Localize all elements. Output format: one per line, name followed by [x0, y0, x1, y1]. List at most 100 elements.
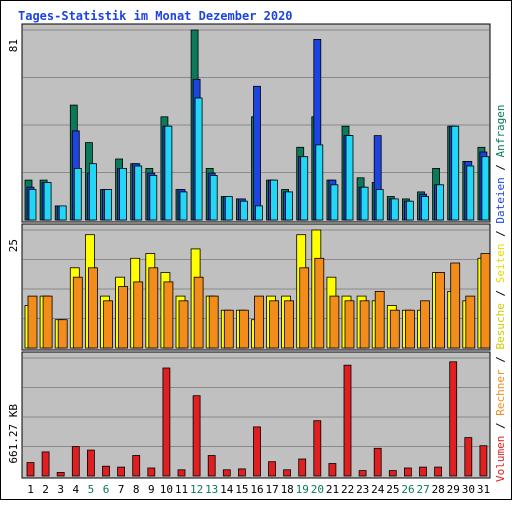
bar-top-s2-d15	[239, 200, 248, 221]
x-tick-label: 1	[27, 483, 34, 496]
bar-top-s2-d13	[209, 174, 218, 221]
x-tick-label: 7	[118, 483, 125, 496]
bar-bottom-s0-d12	[192, 395, 201, 477]
x-tick-label: 10	[160, 483, 173, 496]
legend-part: /	[494, 224, 507, 244]
bar-bottom-s0-d29	[449, 361, 458, 477]
panel-bottom: 661.27 KB	[7, 351, 491, 479]
bar-top-s2-d5	[89, 163, 97, 221]
bar-bottom-s0-d10	[162, 367, 171, 477]
bar-bottom-s0-d22	[343, 364, 352, 477]
bar-bottom-s0-d5	[87, 449, 95, 477]
bar-middle-s1-d28	[435, 272, 446, 349]
bar-middle-s1-d25	[389, 309, 400, 349]
panel-middle: 25	[7, 223, 491, 351]
legend-part: Dateien	[494, 177, 507, 223]
legend-part: Besuche	[494, 303, 507, 349]
bar-middle-s1-d12	[193, 276, 204, 349]
bar-bottom-s0-d9	[147, 467, 156, 477]
x-tick-label: 13	[205, 483, 218, 496]
x-tick-label: 11	[175, 483, 188, 496]
bar-middle-s1-d31	[480, 253, 491, 349]
bar-middle-s1-d10	[163, 281, 174, 349]
bar-top-s2-d9	[149, 174, 158, 221]
bar-top-s2-d24	[375, 189, 384, 221]
bar-middle-s1-d16	[254, 295, 264, 349]
x-tick-label: 5	[88, 483, 95, 496]
bar-middle-s1-d13	[208, 295, 219, 349]
bar-middle-s1-d19	[299, 267, 310, 349]
legend-part: /	[494, 283, 507, 303]
x-tick-label: 8	[133, 483, 140, 496]
x-tick-label: 14	[220, 483, 234, 496]
bar-middle-s1-d11	[178, 300, 189, 349]
bar-bottom-s0-d8	[132, 455, 141, 477]
bar-top-s2-d17	[270, 179, 278, 221]
x-tick-label: 27	[416, 483, 429, 496]
bar-top-s2-d28	[436, 184, 445, 221]
bar-top-s2-d29	[451, 125, 460, 221]
bar-middle-s1-d6	[103, 300, 113, 349]
bar-middle-s1-d2	[42, 295, 53, 349]
x-axis-labels: 1 2 3 4 5 6 7 8 9 10 11 12 13 14 15 16 17 18 19 20 21 22 23 24 2…	[27, 483, 490, 496]
bar-top-s2-d27	[421, 196, 429, 221]
legend-part: Volumen	[494, 436, 507, 482]
bar-bottom-s0-d27	[419, 466, 427, 477]
bar-top-s2-d23	[360, 186, 369, 221]
bar-top-s2-d18	[285, 191, 294, 221]
bar-middle-s1-d1	[27, 295, 38, 349]
bar-bottom-s0-d21	[328, 463, 337, 477]
y-max-label: 25	[7, 239, 20, 252]
x-tick-label: 29	[447, 483, 460, 496]
bar-top-s2-d2	[43, 182, 52, 221]
bar-middle-s1-d9	[148, 267, 159, 349]
bar-bottom-s0-d18	[283, 469, 292, 477]
bar-top-s2-d16	[255, 205, 263, 221]
bar-bottom-s0-d26	[403, 467, 412, 477]
bar-middle-s1-d21	[329, 295, 340, 349]
bar-bottom-s0-d16	[253, 426, 261, 477]
bar-bottom-s0-d31	[479, 445, 488, 477]
x-tick-label: 30	[462, 483, 475, 496]
bar-bottom-s0-d13	[207, 455, 216, 477]
bar-middle-s1-d27	[420, 300, 430, 349]
bar-top-s2-d30	[466, 165, 475, 221]
x-tick-label: 26	[401, 483, 414, 496]
x-tick-label: 4	[72, 483, 79, 496]
legend-part: Rechner	[494, 369, 507, 416]
bar-middle-s1-d24	[374, 290, 385, 349]
chart-title: Tages-Statistik im Monat Dezember 2020	[18, 9, 293, 23]
bar-bottom-s0-d2	[41, 451, 50, 477]
x-tick-label: 28	[432, 483, 445, 496]
x-tick-label: 24	[371, 483, 385, 496]
bar-top-s2-d19	[300, 156, 309, 221]
x-tick-label: 2	[42, 483, 49, 496]
bar-top-s2-d21	[330, 184, 339, 221]
chart-panels: 81 25 661.27 KB	[7, 23, 491, 479]
bar-bottom-s0-d3	[56, 471, 65, 477]
legend-part: /	[494, 350, 507, 370]
bar-bottom-s0-d24	[373, 447, 382, 477]
bar-top-s2-d14	[224, 196, 233, 221]
x-tick-label: 31	[477, 483, 490, 496]
x-tick-label: 19	[296, 483, 309, 496]
bar-bottom-s0-d15	[237, 468, 246, 477]
legend-part: Anfragen	[494, 104, 507, 157]
bar-bottom-s0-d19	[298, 458, 307, 477]
bar-middle-s1-d22	[344, 300, 355, 349]
bar-middle-s1-d14	[223, 309, 234, 349]
x-tick-label: 12	[190, 483, 203, 496]
bar-top-s2-d11	[179, 191, 188, 221]
bar-middle-s1-d17	[269, 300, 279, 349]
bar-middle-s1-d4	[72, 276, 83, 349]
bar-top-s2-d7	[119, 167, 127, 221]
x-tick-label: 15	[235, 483, 248, 496]
bar-top-s2-d12	[194, 97, 203, 221]
right-series-label: Volumen / Rechner / Besuche / Seiten / D…	[494, 104, 507, 482]
legend-part: /	[494, 416, 507, 436]
bar-bottom-s0-d6	[102, 465, 110, 477]
x-tick-label: 17	[265, 483, 278, 496]
x-tick-label: 22	[341, 483, 354, 496]
x-tick-label: 21	[326, 483, 339, 496]
